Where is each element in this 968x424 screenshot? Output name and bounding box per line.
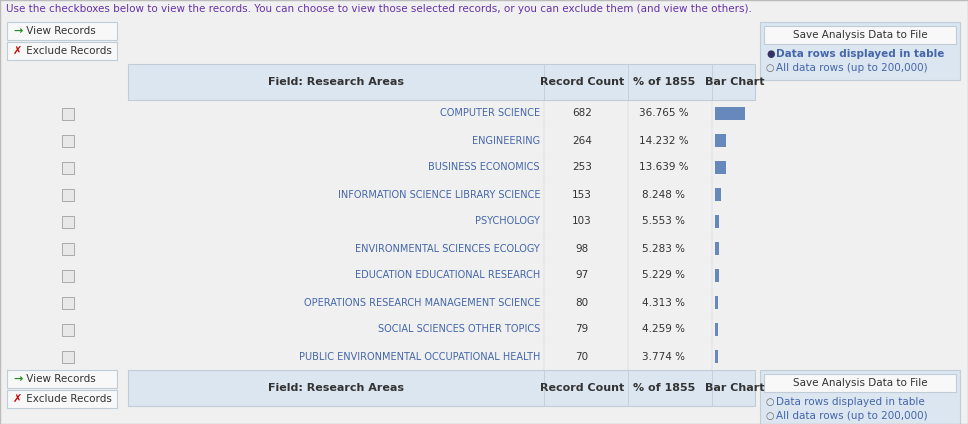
- Bar: [62, 351, 74, 363]
- Bar: [62, 324, 74, 335]
- Text: Field: Research Areas: Field: Research Areas: [268, 77, 404, 87]
- Bar: [62, 243, 74, 254]
- Text: ENVIRONMENTAL SCIENCES ECOLOGY: ENVIRONMENTAL SCIENCES ECOLOGY: [355, 243, 540, 254]
- Bar: [7, 181, 755, 208]
- Bar: [62, 189, 74, 201]
- Text: Data rows displayed in table: Data rows displayed in table: [776, 49, 945, 59]
- Bar: [128, 64, 755, 100]
- Bar: [715, 350, 718, 363]
- Text: 80: 80: [575, 298, 589, 307]
- Bar: [7, 22, 117, 40]
- Text: ○: ○: [766, 397, 774, 407]
- Text: 682: 682: [572, 109, 592, 118]
- Text: 4.313 %: 4.313 %: [643, 298, 685, 307]
- Bar: [62, 134, 74, 147]
- Text: 4.259 %: 4.259 %: [643, 324, 685, 335]
- Text: 253: 253: [572, 162, 592, 173]
- Text: ○: ○: [766, 63, 774, 73]
- Text: 153: 153: [572, 190, 592, 200]
- Bar: [7, 390, 117, 408]
- Bar: [62, 296, 74, 309]
- Bar: [760, 22, 960, 80]
- Bar: [715, 107, 745, 120]
- Bar: [715, 296, 718, 309]
- Text: 79: 79: [575, 324, 589, 335]
- Text: Bar Chart: Bar Chart: [706, 383, 765, 393]
- Text: 70: 70: [575, 351, 589, 362]
- Bar: [764, 374, 956, 392]
- Bar: [7, 343, 755, 370]
- Bar: [7, 100, 755, 127]
- Text: SOCIAL SCIENCES OTHER TOPICS: SOCIAL SCIENCES OTHER TOPICS: [378, 324, 540, 335]
- Text: EDUCATION EDUCATIONAL RESEARCH: EDUCATION EDUCATIONAL RESEARCH: [354, 271, 540, 281]
- Text: COMPUTER SCIENCE: COMPUTER SCIENCE: [439, 109, 540, 118]
- Text: All data rows (up to 200,000): All data rows (up to 200,000): [776, 411, 927, 421]
- Text: Data rows displayed in table: Data rows displayed in table: [776, 397, 924, 407]
- Bar: [715, 161, 726, 174]
- Bar: [62, 162, 74, 173]
- Bar: [7, 316, 755, 343]
- Bar: [715, 188, 721, 201]
- Text: →: →: [13, 374, 22, 384]
- Bar: [7, 127, 755, 154]
- Text: →: →: [13, 26, 22, 36]
- Text: 5.553 %: 5.553 %: [643, 217, 685, 226]
- Text: ENGINEERING: ENGINEERING: [471, 136, 540, 145]
- Bar: [764, 26, 956, 44]
- Text: INFORMATION SCIENCE LIBRARY SCIENCE: INFORMATION SCIENCE LIBRARY SCIENCE: [338, 190, 540, 200]
- Text: PUBLIC ENVIRONMENTAL OCCUPATIONAL HEALTH: PUBLIC ENVIRONMENTAL OCCUPATIONAL HEALTH: [298, 351, 540, 362]
- Text: 13.639 %: 13.639 %: [639, 162, 689, 173]
- Text: Save Analysis Data to File: Save Analysis Data to File: [793, 378, 927, 388]
- Text: View Records: View Records: [23, 26, 96, 36]
- Bar: [7, 235, 755, 262]
- Bar: [7, 289, 755, 316]
- Text: 36.765 %: 36.765 %: [639, 109, 689, 118]
- Bar: [62, 108, 74, 120]
- Text: Record Count: Record Count: [540, 383, 624, 393]
- Text: All data rows (up to 200,000): All data rows (up to 200,000): [776, 63, 927, 73]
- Bar: [7, 370, 117, 388]
- Bar: [62, 215, 74, 228]
- Text: Exclude Records: Exclude Records: [23, 46, 112, 56]
- Text: Use the checkboxes below to view the records. You can choose to view those selec: Use the checkboxes below to view the rec…: [6, 4, 752, 14]
- Text: % of 1855: % of 1855: [633, 77, 695, 87]
- Text: 103: 103: [572, 217, 591, 226]
- Text: 3.774 %: 3.774 %: [643, 351, 685, 362]
- Text: 5.229 %: 5.229 %: [643, 271, 685, 281]
- Text: PSYCHOLOGY: PSYCHOLOGY: [475, 217, 540, 226]
- Text: OPERATIONS RESEARCH MANAGEMENT SCIENCE: OPERATIONS RESEARCH MANAGEMENT SCIENCE: [304, 298, 540, 307]
- Text: ✗: ✗: [13, 394, 22, 404]
- Bar: [715, 323, 718, 336]
- Text: Exclude Records: Exclude Records: [23, 394, 112, 404]
- Text: 8.248 %: 8.248 %: [643, 190, 685, 200]
- Text: View Records: View Records: [23, 374, 96, 384]
- Text: 98: 98: [575, 243, 589, 254]
- Text: 14.232 %: 14.232 %: [639, 136, 689, 145]
- Bar: [62, 270, 74, 282]
- Text: ●: ●: [766, 49, 774, 59]
- Text: Field: Research Areas: Field: Research Areas: [268, 383, 404, 393]
- Bar: [7, 208, 755, 235]
- Text: BUSINESS ECONOMICS: BUSINESS ECONOMICS: [429, 162, 540, 173]
- Text: % of 1855: % of 1855: [633, 383, 695, 393]
- Text: ○: ○: [766, 411, 774, 421]
- Text: Record Count: Record Count: [540, 77, 624, 87]
- Text: 97: 97: [575, 271, 589, 281]
- Bar: [715, 215, 719, 228]
- Text: 264: 264: [572, 136, 592, 145]
- Text: Save Analysis Data to File: Save Analysis Data to File: [793, 30, 927, 40]
- Text: Bar Chart: Bar Chart: [706, 77, 765, 87]
- Bar: [715, 134, 726, 147]
- Text: 5.283 %: 5.283 %: [643, 243, 685, 254]
- Bar: [7, 154, 755, 181]
- Bar: [128, 370, 755, 406]
- Bar: [760, 370, 960, 424]
- Text: ✗: ✗: [13, 46, 22, 56]
- Bar: [7, 42, 117, 60]
- Bar: [715, 242, 719, 255]
- Bar: [715, 269, 719, 282]
- Bar: [7, 262, 755, 289]
